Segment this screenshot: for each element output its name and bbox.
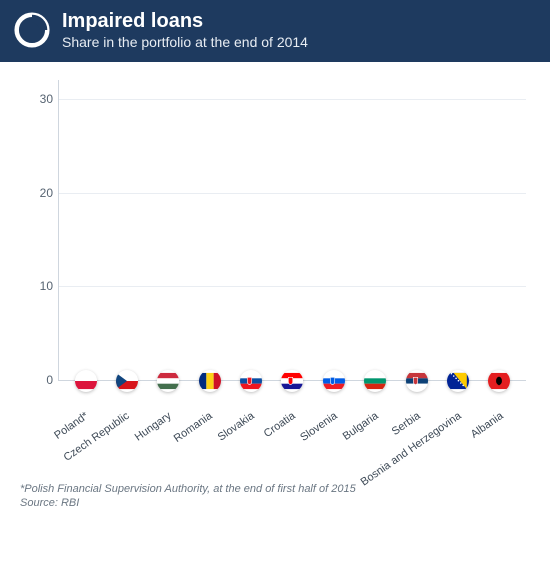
ytick-label: 30 — [27, 92, 53, 106]
gridline — [59, 99, 526, 100]
gridline — [59, 286, 526, 287]
chart-title: Impaired loans — [62, 10, 308, 32]
ytick-label: 20 — [27, 186, 53, 200]
slovenia-flag-icon — [323, 370, 345, 392]
header: Impaired loans Share in the portfolio at… — [0, 0, 550, 62]
root: Impaired loans Share in the portfolio at… — [0, 0, 550, 567]
chart-subtitle: Share in the portfolio at the end of 201… — [62, 34, 308, 50]
ytick-label: 10 — [27, 279, 53, 293]
slovakia-flag-icon — [240, 370, 262, 392]
source: Source: RBI — [20, 497, 530, 509]
ytick-label: 0 — [27, 373, 53, 387]
chart: 0102030 Poland*Czech RepublicHungaryRoma… — [0, 62, 550, 413]
poland-flag-icon — [75, 370, 97, 392]
czech-flag-icon — [116, 370, 138, 392]
plot-area: 0102030 — [58, 80, 526, 381]
bosnia-flag-icon — [447, 370, 469, 392]
footnote: *Polish Financial Supervision Authority,… — [20, 483, 530, 495]
logo-icon — [14, 12, 50, 48]
serbia-flag-icon — [406, 370, 428, 392]
gridline — [59, 193, 526, 194]
header-titles: Impaired loans Share in the portfolio at… — [62, 10, 308, 50]
bars-container — [59, 80, 526, 380]
romania-flag-icon — [199, 370, 221, 392]
